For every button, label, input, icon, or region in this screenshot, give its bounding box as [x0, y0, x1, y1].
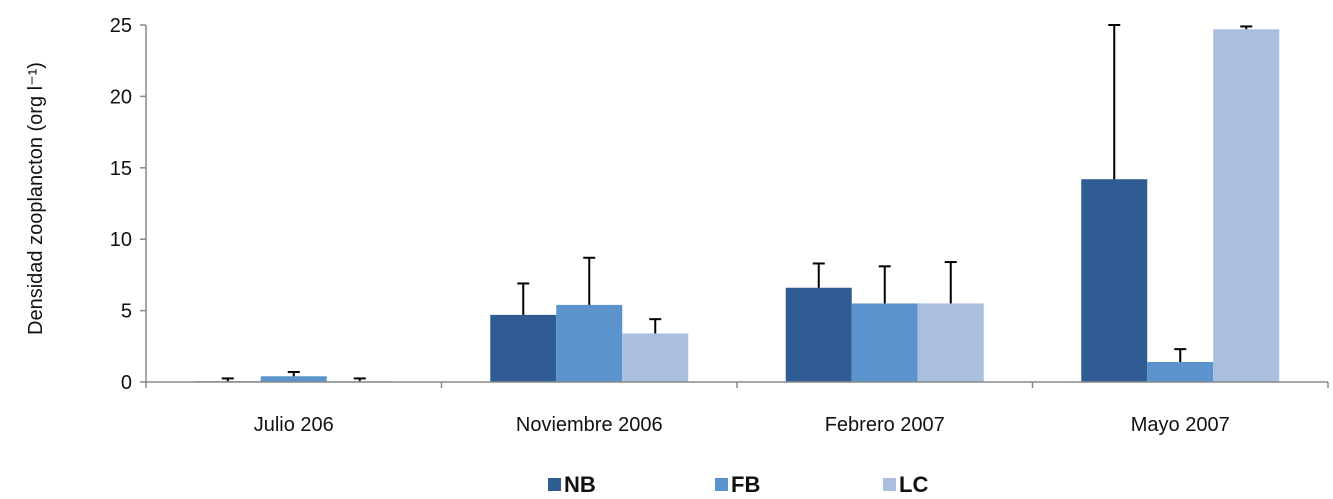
y-axis-title: Densidad zooplancton (org l⁻¹): [25, 62, 47, 335]
legend-swatch-nb: [548, 478, 561, 491]
y-tick-label: 0: [121, 372, 132, 394]
y-tick-label: 20: [110, 86, 132, 108]
error-bars-layer: [221, 24, 1253, 382]
x-category-label: Noviembre 2006: [516, 414, 663, 436]
legend-swatch-fb: [715, 478, 728, 491]
y-tick-label: 25: [110, 15, 132, 37]
y-tick-label: 5: [121, 301, 132, 323]
y-axis-ticks: 0 5 10 15 20 25: [110, 15, 146, 394]
bar-lc: [917, 303, 984, 382]
legend-label-fb: FB: [731, 472, 760, 497]
x-category-label: Julio 206: [254, 414, 334, 436]
bar-fb: [556, 304, 623, 382]
bar-nb: [490, 314, 557, 382]
legend: NB FB LC: [548, 472, 928, 497]
x-category-label: Mayo 2007: [1131, 414, 1230, 436]
legend-swatch-lc: [883, 478, 896, 491]
legend-label-nb: NB: [564, 472, 596, 497]
legend-label-lc: LC: [899, 472, 928, 497]
y-tick-label: 10: [110, 229, 132, 251]
bar-fb: [851, 303, 918, 382]
bars-layer: [194, 29, 1280, 383]
y-tick-label: 15: [110, 158, 132, 180]
bar-fb: [1147, 362, 1214, 382]
bar-nb: [785, 287, 852, 382]
x-axis-ticks: [145, 382, 1329, 388]
x-category-label: Febrero 2007: [825, 414, 945, 436]
bar-nb: [1081, 179, 1148, 382]
bar-fb: [260, 376, 327, 382]
bar-lc: [1213, 29, 1280, 383]
bar-lc: [622, 333, 689, 382]
x-axis-labels: Julio 206 Noviembre 2006 Febrero 2007 Mayo …: [254, 414, 1230, 436]
